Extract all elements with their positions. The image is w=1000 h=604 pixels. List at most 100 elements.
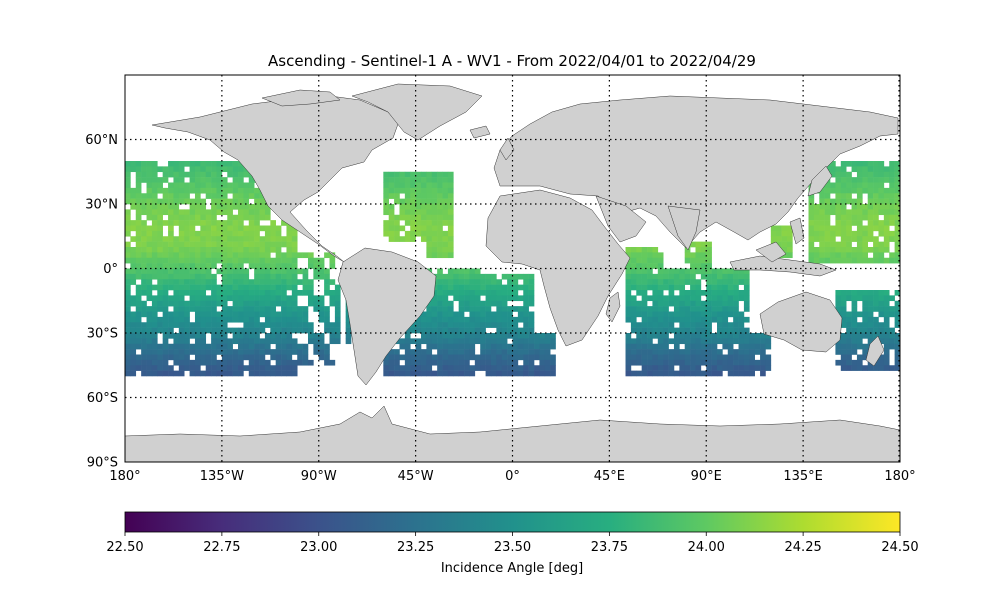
swath-cell (700, 349, 707, 355)
swath-cell (135, 161, 142, 167)
swath-cell (173, 343, 180, 350)
swath-cell (151, 263, 158, 269)
swath-cell (399, 198, 406, 205)
swath-cell (840, 241, 847, 248)
swath-cell (636, 284, 642, 291)
swath-cell (189, 343, 196, 350)
swath-cell (275, 284, 282, 291)
swath-cell (862, 290, 869, 296)
swath-cell (657, 252, 664, 259)
swath-cell (447, 182, 454, 189)
swath-cell (447, 177, 454, 183)
swath-cell (647, 263, 653, 269)
swath-cell (162, 300, 169, 307)
swath-cell (200, 187, 207, 194)
swath-cell (630, 322, 637, 328)
swath-cell (835, 209, 842, 216)
swath-cell (625, 343, 632, 350)
swath-cell (883, 225, 890, 232)
swath-cell (437, 354, 443, 361)
swath-cell (275, 327, 282, 334)
swath-cell (743, 300, 750, 307)
swath-cell (856, 247, 863, 253)
swath-cell (862, 171, 869, 178)
swath-cell (668, 316, 675, 323)
swath-cell (254, 263, 260, 269)
swath-cell (625, 300, 632, 307)
swath-cell (286, 333, 293, 339)
swath-cell (270, 268, 276, 275)
swath-cell (733, 290, 739, 296)
swath-cell (830, 198, 836, 205)
swath-cell (738, 349, 745, 355)
swath-cell (883, 343, 890, 350)
swath-cell (824, 236, 831, 242)
swath-cell (490, 333, 497, 339)
swath-cell (485, 349, 492, 355)
swath-cell (856, 252, 863, 259)
swath-cell (700, 252, 707, 259)
swath-cell (334, 300, 341, 307)
swath-cell (270, 322, 276, 328)
swath-cell (157, 343, 163, 350)
swath-cell (173, 284, 180, 291)
swath-cell (227, 311, 233, 318)
swath-cell (856, 177, 863, 183)
swath-cell (200, 338, 207, 345)
swath-cell (727, 327, 734, 334)
swath-cell (243, 343, 250, 350)
swath-cell (200, 279, 207, 285)
swath-cell (657, 370, 664, 377)
swath-cell (851, 247, 858, 253)
swath-cell (641, 338, 648, 345)
swath-cell (130, 166, 137, 173)
swath-cell (657, 263, 664, 269)
swath-cell (835, 306, 842, 312)
swath-cell (168, 204, 174, 210)
swath-cell (238, 349, 244, 355)
swath-cell (679, 327, 686, 334)
swath-cell (227, 187, 233, 194)
swath-cell (421, 370, 427, 377)
swath-cell (162, 257, 169, 264)
swath-cell (501, 343, 508, 350)
swath-cell (130, 295, 137, 302)
swath-cell (275, 225, 282, 232)
swath-cell (889, 252, 895, 259)
swath-cell (221, 263, 228, 269)
swath-cell (458, 359, 465, 366)
swath-cell (625, 359, 632, 366)
swath-cell (453, 343, 459, 350)
swath-cell (819, 214, 825, 221)
swath-cell (480, 306, 486, 312)
swath-cell (496, 349, 503, 355)
swath-cell (178, 333, 185, 339)
swath-cell (318, 273, 325, 280)
swath-cell (189, 284, 196, 291)
swath-cell (232, 198, 239, 205)
swath-cell (878, 220, 885, 226)
swath-cell (738, 273, 745, 280)
swath-cell (862, 300, 869, 307)
swath-cell (878, 171, 885, 178)
swath-cell (254, 327, 260, 334)
swath-cell (399, 365, 406, 371)
swath-cell (711, 333, 718, 339)
swath-cell (178, 359, 185, 366)
swath-cell (275, 359, 282, 366)
swath-cell (464, 300, 470, 307)
swath-cell (211, 257, 217, 264)
swath-cell (243, 171, 250, 178)
swath-cell (227, 198, 233, 205)
swath-cell (743, 279, 750, 285)
swath-cell (221, 311, 228, 318)
swath-cell (636, 263, 642, 269)
swath-cell (270, 230, 276, 237)
swath-cell (421, 225, 427, 232)
swath-cell (259, 252, 266, 259)
swath-cell (711, 354, 718, 361)
swath-cell (894, 322, 900, 328)
swath-cell (458, 273, 465, 280)
swath-cell (727, 268, 734, 275)
